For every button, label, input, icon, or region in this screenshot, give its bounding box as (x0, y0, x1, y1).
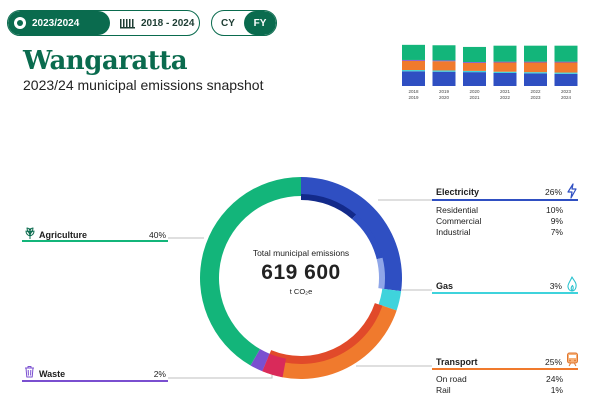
agriculture-pct: 40% (148, 230, 166, 240)
emissions-trend-mini-chart[interactable]: 2018201920192020202020212021202220222023… (398, 38, 588, 104)
mini-bar-segment (432, 45, 456, 61)
mini-bar-segment (463, 70, 486, 73)
bin-icon (25, 366, 34, 378)
mini-bar-year-label: 2019 (439, 89, 450, 94)
page-title: Wangaratta (23, 46, 188, 76)
transport-underline (432, 368, 578, 370)
mini-bar-segment (554, 62, 578, 73)
mini-bar-segment (402, 59, 425, 61)
mini-bar-segment (524, 72, 547, 74)
financial-year-button[interactable]: FY (244, 11, 276, 35)
transport-sub-onroad-pct: 24% (545, 374, 563, 384)
mini-bar-segment (432, 71, 456, 86)
flame-icon (567, 276, 577, 292)
electricity-sub-commercial-label: Commercial (436, 216, 482, 226)
mini-bar-segment (402, 70, 425, 72)
total-emissions-value: 619 600 (261, 261, 341, 284)
transport-sub-rail-pct: 1% (550, 385, 563, 395)
plant-icon (25, 227, 35, 239)
waste-pct: 2% (153, 369, 166, 379)
mini-bar-segment (554, 45, 578, 62)
donut-subslice-commercial[interactable] (352, 214, 383, 260)
donut-subslice-residential[interactable] (301, 194, 357, 220)
mini-bar-year-label: 2022 (530, 89, 541, 94)
mini-bar-segment (524, 73, 547, 86)
mini-bar-year-label: 2024 (561, 95, 572, 100)
mini-bar-segment (493, 45, 517, 62)
transport-sub-onroad-label: On road (436, 374, 467, 384)
mini-bar-segment (463, 62, 486, 71)
agriculture-label[interactable]: Agriculture (39, 230, 88, 240)
mini-bar-segment (463, 72, 486, 86)
page-subtitle: 2023/24 municipal emissions snapshot (23, 77, 264, 93)
mini-bar-segment (432, 61, 456, 71)
mini-bar-segment (493, 62, 517, 72)
electricity-sub-industrial-label: Industrial (436, 227, 471, 237)
mini-bar-segment (554, 61, 578, 63)
period-option-range[interactable]: 2018 - 2024 (110, 11, 194, 35)
mini-bar-year-label: 2021 (469, 95, 480, 100)
electricity-sub-residential-label: Residential (436, 205, 479, 215)
donut-subslice-industrial[interactable] (376, 257, 385, 289)
mini-bar-segment (493, 72, 517, 86)
transport-label[interactable]: Transport (436, 357, 478, 367)
period-option-current[interactable]: 2023/2024 (8, 11, 110, 35)
transport-pct: 25% (544, 357, 562, 367)
electricity-pct: 26% (544, 187, 562, 197)
donut-slice-gas[interactable] (378, 288, 402, 311)
mini-bar-segment (493, 71, 517, 73)
period-range-label: 2018 - 2024 (141, 17, 195, 29)
mini-bar-segment (524, 62, 547, 73)
mini-bar-segment (524, 45, 547, 62)
mini-bar-segment (554, 72, 578, 74)
total-emissions-unit: t CO₂e (289, 287, 313, 296)
gas-label[interactable]: Gas (436, 281, 454, 291)
waste-underline (22, 380, 168, 382)
mini-bar-segment (432, 60, 456, 62)
mini-bar-segment (524, 61, 547, 63)
donut-slice-waste[interactable] (250, 349, 270, 372)
gas-pct: 3% (549, 281, 562, 291)
mini-bar-segment (402, 60, 425, 71)
donut-slice-electricity[interactable] (301, 177, 402, 292)
mini-bar-year-label: 2019 (408, 95, 419, 100)
electricity-underline (432, 199, 578, 201)
agriculture-underline (22, 240, 168, 242)
electricity-sub-industrial-pct: 7% (550, 227, 563, 237)
mini-bar-segment (463, 46, 486, 63)
donut-slice-agriculture[interactable] (200, 177, 301, 366)
calendar-year-button[interactable]: CY (221, 17, 235, 29)
mini-bar-year-label: 2022 (500, 95, 511, 100)
electricity-sub-residential-pct: 10% (545, 205, 563, 215)
emissions-donut-chart[interactable] (200, 177, 402, 379)
mini-bar-segment (402, 71, 425, 86)
total-emissions-label: Total municipal emissions (252, 248, 350, 258)
mini-bar-segment (402, 44, 425, 60)
mini-bar-segment (463, 62, 486, 63)
mini-bar-year-label: 2021 (500, 89, 511, 94)
mini-bar-year-label: 2023 (530, 95, 541, 100)
bar-chart-icon (120, 19, 135, 29)
train-icon (567, 352, 578, 367)
mini-bar-year-label: 2020 (439, 95, 450, 100)
gas-underline (432, 292, 578, 294)
year-type-toggle: CY FY (211, 10, 277, 36)
waste-label[interactable]: Waste (39, 369, 66, 379)
transport-sub-rail-label: Rail (436, 385, 451, 395)
donut-slice-waste-accent[interactable] (262, 353, 287, 378)
radio-icon (14, 17, 26, 29)
mini-bar-segment (493, 61, 517, 63)
period-current-label: 2023/2024 (32, 17, 80, 29)
mini-bar-segment (554, 73, 578, 86)
mini-bar-year-label: 2020 (469, 89, 480, 94)
lightning-icon (567, 183, 577, 199)
electricity-sub-commercial-pct: 9% (550, 216, 563, 226)
mini-bar-segment (432, 70, 456, 72)
electricity-label[interactable]: Electricity (436, 187, 480, 197)
mini-bar-year-label: 2018 (408, 89, 419, 94)
total-emissions-center: Total municipal emissions 619 600 t CO₂e (240, 248, 362, 296)
mini-bar-year-label: 2023 (561, 89, 572, 94)
period-toggle: 2023/2024 2018 - 2024 (7, 10, 200, 36)
